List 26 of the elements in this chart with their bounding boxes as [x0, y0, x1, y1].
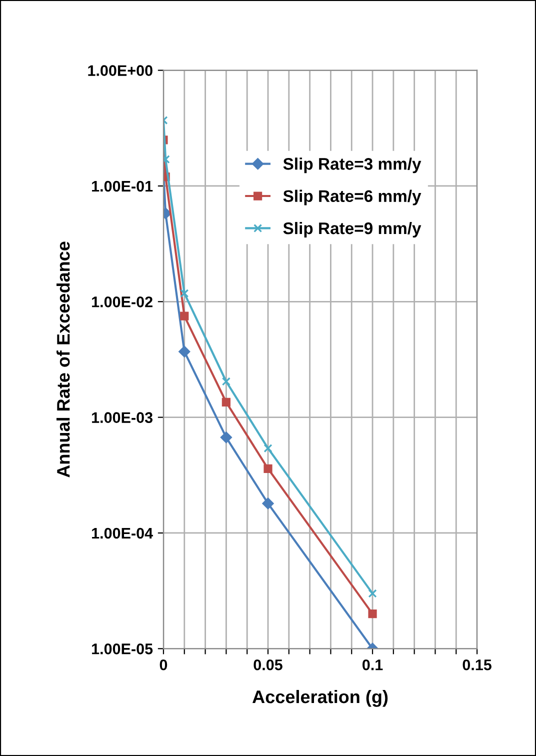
y-tick-label: 1.00E+00: [88, 65, 152, 76]
point: [180, 312, 189, 320]
point: [368, 589, 377, 598]
legend-label: Slip Rate=6 mm/y: [283, 190, 422, 206]
y-tick-label: 1.00E-01: [92, 180, 153, 192]
point: [264, 464, 272, 473]
y-tick-label: 1.00E-03: [92, 412, 153, 424]
point: [178, 346, 190, 358]
x-tick-label: 0.05: [254, 659, 282, 670]
x-tick-label: 0.1: [362, 659, 383, 670]
x-tick-label: 0.15: [462, 659, 492, 670]
x-axis-title: Acceleration (g): [252, 690, 388, 707]
x-tick-label: 0: [160, 659, 168, 670]
point: [264, 444, 272, 453]
point: [180, 289, 189, 298]
point: [222, 377, 230, 386]
y-tick-label: 1.00E-02: [92, 296, 152, 308]
point: [222, 398, 230, 407]
point: [368, 610, 377, 618]
y-tick-label: 1.00E-05: [92, 644, 153, 654]
y-axis-title: Annual Rate of Exceedance: [56, 242, 70, 478]
legend-label: Slip Rate=3 mm/y: [283, 158, 422, 174]
point: [262, 498, 274, 510]
legend-label: Slip Rate=9 mm/y: [283, 222, 422, 238]
point: [220, 432, 232, 444]
y-tick-label: 1.00E-04: [92, 528, 153, 539]
